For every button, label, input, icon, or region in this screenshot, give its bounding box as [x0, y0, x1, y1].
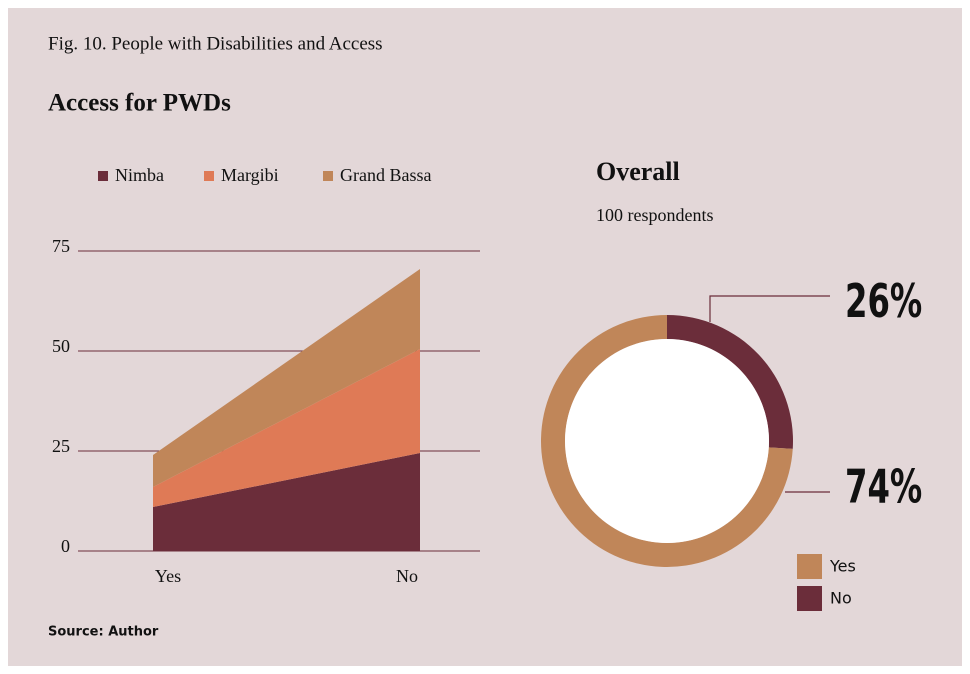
y-tick-label: 75 — [52, 236, 70, 256]
source: Source: Author — [48, 625, 159, 640]
y-tick-label: 25 — [52, 436, 70, 456]
donut-subtitle: 100 respondents — [596, 205, 713, 225]
chart-title: Access for PWDs — [48, 90, 231, 117]
donut-title: Overall — [596, 157, 680, 186]
y-tick-label: 50 — [52, 336, 70, 356]
caption: Fig. 10. People with Disabilities and Ac… — [48, 33, 383, 54]
donut-hole — [565, 339, 769, 543]
area — [153, 269, 420, 487]
y-tick-label: 0 — [61, 536, 70, 556]
area — [153, 349, 420, 507]
legend-swatch — [204, 171, 214, 181]
donut-segment — [667, 315, 793, 449]
legend-label: Yes — [829, 557, 856, 576]
legend-swatch — [98, 171, 108, 181]
value-label: 74% — [845, 460, 922, 514]
legend-label: Margibi — [221, 165, 279, 185]
legend-label: No — [830, 589, 852, 608]
x-tick-label: Yes — [155, 566, 181, 586]
legend-label: Grand Bassa — [340, 165, 431, 185]
area — [153, 453, 420, 551]
leader-line — [709, 295, 830, 322]
legend-swatch — [797, 586, 822, 611]
legend-swatch — [323, 171, 333, 181]
x-tick-label: No — [396, 566, 418, 586]
value-label: 26% — [845, 275, 922, 329]
legend-label: Nimba — [115, 165, 164, 185]
legend-swatch — [797, 554, 822, 579]
